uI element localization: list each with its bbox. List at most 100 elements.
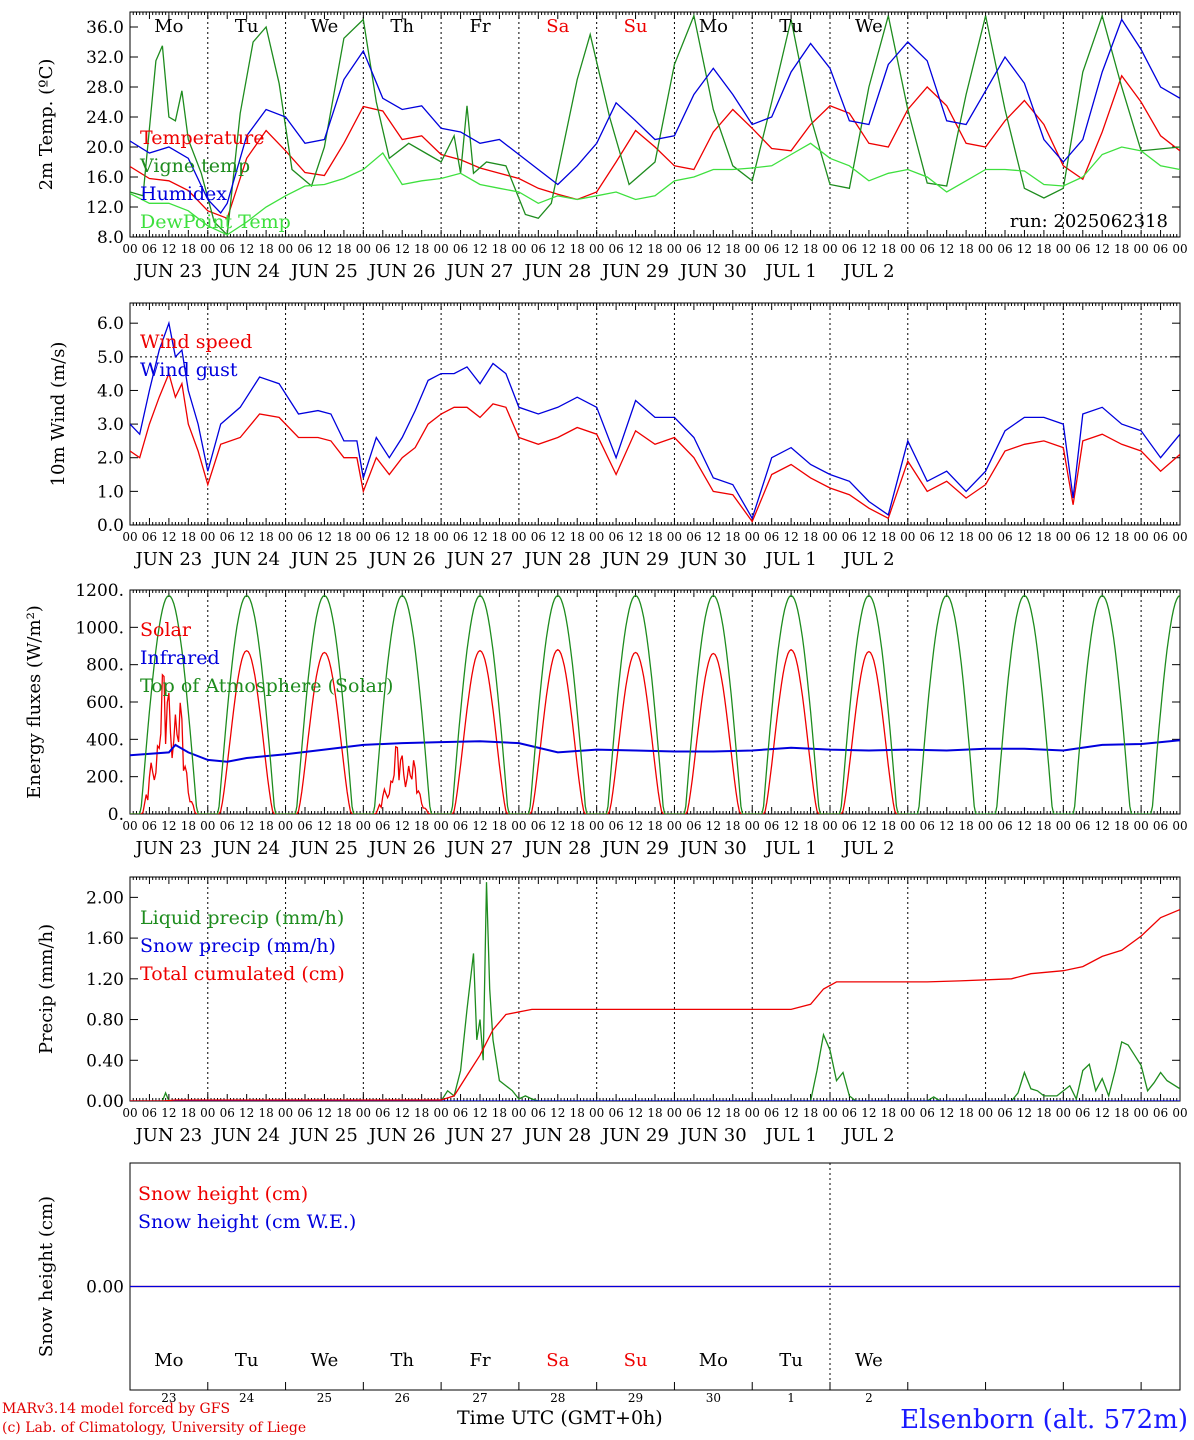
hour-label: 18	[803, 819, 818, 833]
hour-label: 06	[997, 530, 1012, 544]
hour-label: 12	[706, 530, 721, 544]
date-label: JUN 28	[522, 261, 591, 282]
hour-label: 12	[395, 819, 410, 833]
hour-label: 00	[356, 530, 371, 544]
date-label: JUL 2	[841, 1125, 895, 1146]
hour-label: 18	[647, 242, 662, 256]
hour-label: 18	[881, 242, 896, 256]
series-line-top-of-atmosphere-solar	[130, 594, 1180, 814]
hour-label: 06	[220, 530, 235, 544]
hour-label: 06	[686, 242, 701, 256]
y-tick-label: 1000.	[75, 618, 124, 638]
date-label: JUN 24	[211, 1125, 280, 1146]
date-label: JUN 27	[445, 261, 514, 282]
hour-label: 06	[1153, 1106, 1168, 1120]
series-line-wind-gust	[130, 320, 1180, 520]
hour-label: 12	[861, 819, 876, 833]
hour-label: 06	[997, 242, 1012, 256]
hour-label: 18	[803, 530, 818, 544]
hour-label: 18	[258, 819, 273, 833]
hour-label: 00	[978, 242, 993, 256]
hour-label: 18	[570, 242, 585, 256]
y-axis-title: Precip (mm/h)	[36, 924, 57, 1054]
panel-1: 00 06 12 18 00 06 12 18 00 06 12 18 00 06 12 18 00 06 12 18…	[36, 11, 1188, 282]
hour-label: 12	[706, 819, 721, 833]
hour-label: 12	[861, 530, 876, 544]
hour-label: 00	[200, 1106, 215, 1120]
hour-label: 12	[395, 1106, 410, 1120]
date-label: JUN 25	[289, 549, 358, 570]
hour-label: 18	[803, 1106, 818, 1120]
series-group	[130, 13, 1180, 237]
weekday-label: Fr	[469, 1350, 490, 1371]
hour-label: 18	[1114, 242, 1129, 256]
hour-label: 18	[336, 242, 351, 256]
hour-label: 12	[1095, 530, 1110, 544]
hour-label: 00	[433, 530, 448, 544]
y-tick-label: 12.0	[86, 198, 124, 218]
y-tick-label: 28.0	[86, 78, 124, 98]
hour-label: 18	[1114, 819, 1129, 833]
hour-label: 06	[531, 819, 546, 833]
hour-label: 06	[142, 819, 157, 833]
series-group	[130, 320, 1180, 523]
hour-label: 18	[647, 819, 662, 833]
hour-label: 00	[122, 1106, 137, 1120]
day-number-label: 2	[865, 1391, 873, 1405]
hour-label: 12	[239, 530, 254, 544]
hour-label: 06	[297, 819, 312, 833]
credit-line-2: (c) Lab. of Climatology, University of L…	[2, 1420, 306, 1436]
hour-label: 06	[842, 819, 857, 833]
hour-label: 18	[492, 530, 507, 544]
legend-entry: Wind gust	[140, 359, 238, 381]
hour-label: 06	[531, 1106, 546, 1120]
hour-label: 06	[453, 819, 468, 833]
date-label: JUN 26	[367, 1125, 436, 1146]
day-number-label: 1	[787, 1391, 795, 1405]
hour-label: 00	[900, 819, 915, 833]
plot-frame	[129, 11, 1181, 238]
hour-label: 12	[628, 819, 643, 833]
hour-label: 18	[725, 819, 740, 833]
hour-label: 00	[745, 530, 760, 544]
date-label: JUN 24	[211, 838, 280, 859]
hour-label: 06	[764, 530, 779, 544]
hour-label: 06	[997, 1106, 1012, 1120]
series-line-total-cumulated-cm	[130, 909, 1180, 1101]
legend-entry: Temperature	[140, 127, 264, 149]
date-label: JUL 2	[841, 549, 895, 570]
hour-label: 06	[1075, 242, 1090, 256]
weekday-label: We	[855, 16, 883, 37]
hour-label: 00	[511, 819, 526, 833]
hour-label: 00	[356, 819, 371, 833]
day-number-label: 23	[161, 1391, 176, 1405]
hour-label: 18	[881, 530, 896, 544]
day-number-label: 26	[395, 1391, 410, 1405]
hour-label: 12	[1017, 1106, 1032, 1120]
hour-label: 06	[297, 242, 312, 256]
hour-label: 12	[472, 819, 487, 833]
hour-label: 18	[1036, 1106, 1051, 1120]
date-label: JUN 25	[289, 838, 358, 859]
hour-label: 18	[336, 819, 351, 833]
hour-label: 00	[667, 819, 682, 833]
legend-entry: Total cumulated (cm)	[140, 963, 345, 985]
hour-label: 18	[1036, 242, 1051, 256]
legend-entry: Snow height (cm)	[138, 1183, 308, 1205]
y-tick-label: 0.40	[86, 1051, 124, 1071]
date-label: JUN 25	[289, 261, 358, 282]
hour-label: 12	[861, 1106, 876, 1120]
hour-label: 18	[1114, 530, 1129, 544]
hour-label: 06	[764, 242, 779, 256]
legend-entry: Infrared	[140, 647, 220, 669]
hour-label: 18	[1114, 1106, 1129, 1120]
hour-label: 12	[706, 1106, 721, 1120]
weekday-label: Th	[390, 1350, 414, 1371]
hour-label: 06	[531, 242, 546, 256]
hour-label: 00	[667, 242, 682, 256]
y-tick-label: 8.0	[97, 228, 124, 248]
hour-label: 06	[220, 819, 235, 833]
weekday-label: Mo	[699, 1350, 728, 1371]
station-label: Elsenborn (alt. 572m)	[900, 1405, 1188, 1435]
hour-label: 18	[725, 1106, 740, 1120]
